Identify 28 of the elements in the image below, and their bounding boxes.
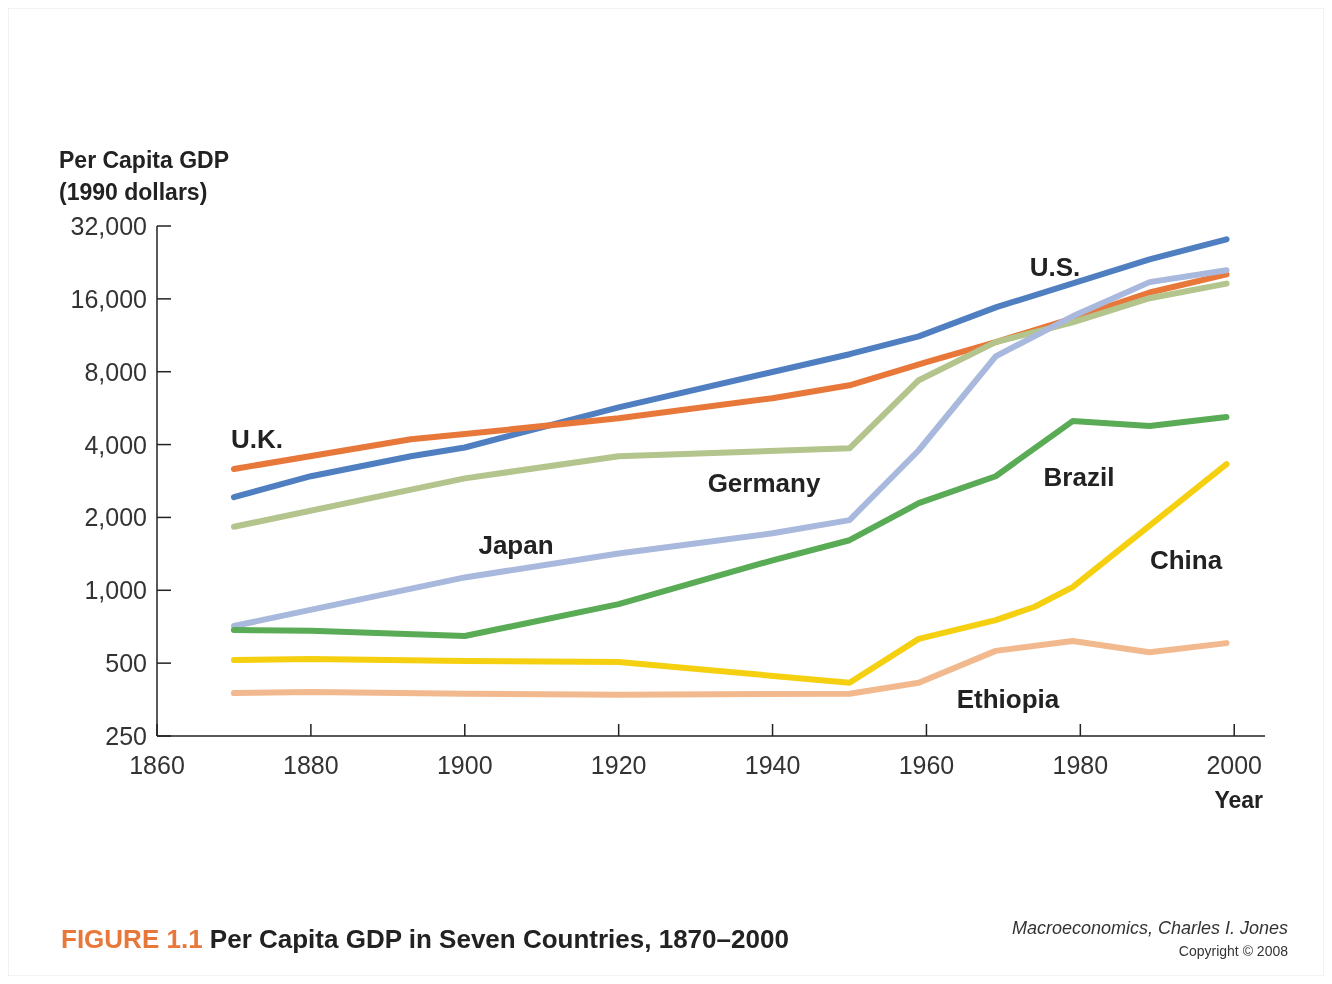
y-tick-label: 2,000 (84, 503, 147, 532)
text: Copyright © 2008 (1178, 943, 1289, 959)
text: FIGURE 1.1 Per Capita GDP in Seven Countries, 1870–2000 (61, 924, 789, 954)
series-label: China (1149, 545, 1223, 575)
x-tick-label: 1960 (898, 751, 955, 779)
series-label: Japan (478, 530, 554, 560)
series-label: Brazil (1043, 462, 1115, 492)
y-tick-label: 500 (105, 649, 147, 678)
y-tick-label: 8,000 (84, 357, 147, 386)
x-tick-label: 1940 (744, 751, 801, 779)
y-tick-label: 16,000 (70, 284, 147, 313)
x-tick-label: 1980 (1052, 751, 1109, 779)
x-axis-title: Year (1214, 787, 1264, 813)
y-tick-label: 4,000 (84, 430, 147, 459)
y-axis-title: Per Capita GDP (1990 dollars) (59, 147, 229, 205)
x-tick-label: 1860 (129, 751, 185, 779)
series-label: Germany (707, 468, 821, 498)
y-tick-label: 250 (105, 722, 147, 750)
y-tick-label: 32,000 (70, 212, 147, 240)
series-label: U.S. (1029, 252, 1081, 282)
series-label: Ethiopia (956, 684, 1060, 714)
x-tick-label: 2000 (1206, 751, 1263, 779)
text: Macroeconomics, Charles I. Jones (1011, 918, 1288, 938)
series-label: U.K. (231, 424, 283, 454)
y-tick-label: 1,000 (84, 576, 147, 605)
x-tick-label: 1920 (590, 751, 647, 779)
x-tick-label: 1900 (436, 751, 493, 779)
x-tick-label: 1880 (283, 751, 339, 779)
